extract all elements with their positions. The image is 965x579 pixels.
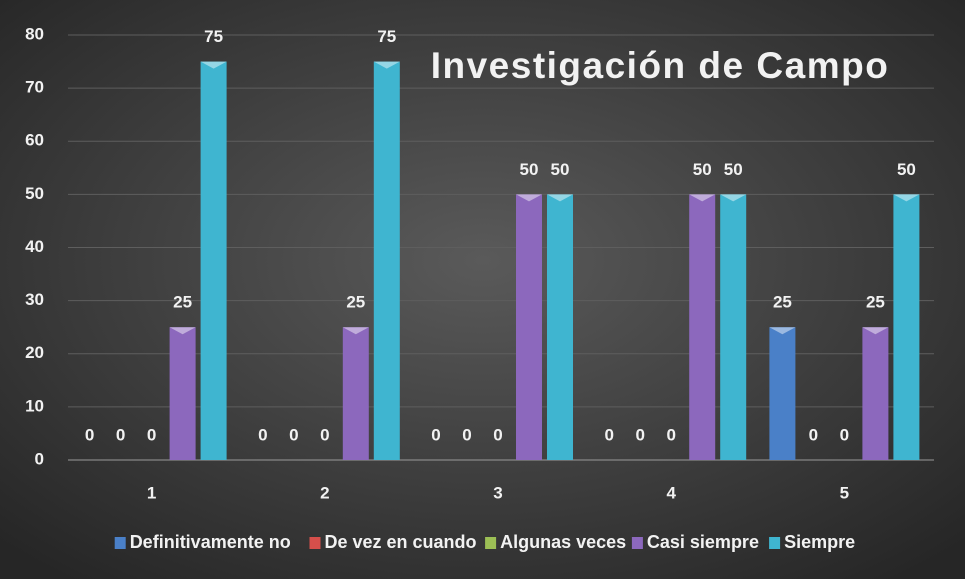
bar: [893, 194, 920, 460]
bar-cap: [200, 61, 227, 69]
legend-marker: [631, 537, 643, 549]
legend-marker: [485, 537, 497, 549]
value-label: 75: [204, 27, 223, 46]
y-tick-label: 50: [25, 184, 44, 203]
value-label: 50: [551, 160, 570, 179]
x-tick-label: 4: [666, 483, 676, 502]
value-label: 0: [320, 425, 329, 444]
value-label: 0: [809, 425, 818, 444]
legend-marker: [309, 537, 321, 549]
value-label: 25: [173, 293, 192, 312]
value-label: 0: [604, 425, 613, 444]
bar-cap: [516, 194, 542, 202]
legend-label: Algunas veces: [500, 532, 626, 552]
legend-label: De vez en cuando: [325, 532, 477, 552]
bar-cap: [342, 327, 369, 335]
value-label: 0: [116, 425, 125, 444]
value-label: 0: [840, 425, 849, 444]
x-tick-label: 2: [320, 483, 329, 502]
bar-cap: [689, 194, 716, 202]
bar: [342, 327, 369, 460]
value-label: 0: [666, 425, 675, 444]
y-tick-label: 60: [25, 131, 44, 150]
value-label: 50: [724, 160, 743, 179]
y-tick-label: 70: [25, 78, 44, 97]
y-tick-label: 0: [35, 449, 44, 468]
legend-marker: [769, 537, 781, 549]
value-label: 75: [377, 27, 396, 46]
y-tick-label: 20: [25, 343, 44, 362]
y-tick-label: 10: [25, 396, 44, 415]
bar: [547, 194, 573, 460]
bar-cap: [769, 327, 796, 335]
bar: [516, 194, 542, 460]
x-tick-label: 3: [493, 483, 502, 502]
x-tick-label: 1: [147, 483, 156, 502]
value-label: 0: [258, 425, 267, 444]
value-label: 0: [462, 425, 471, 444]
value-label: 50: [693, 160, 712, 179]
bar-cap: [547, 194, 573, 202]
bar: [689, 194, 716, 460]
legend-label: Siempre: [784, 532, 855, 552]
legend-label: Definitivamente no: [130, 532, 291, 552]
value-label: 0: [147, 425, 156, 444]
value-label: 0: [493, 425, 502, 444]
y-tick-label: 30: [25, 290, 44, 309]
value-label: 25: [866, 293, 885, 312]
bar: [373, 61, 400, 460]
bar: [720, 194, 747, 460]
value-label: 25: [773, 293, 792, 312]
value-label: 50: [520, 160, 539, 179]
y-tick-label: 40: [25, 237, 44, 256]
bar-cap: [893, 194, 920, 202]
value-label: 0: [635, 425, 644, 444]
legend-label: Casi siempre: [647, 532, 759, 552]
bar: [169, 327, 196, 460]
x-tick-label: 5: [840, 483, 849, 502]
bar-cap: [373, 61, 400, 69]
bar-cap: [720, 194, 747, 202]
value-label: 0: [431, 425, 440, 444]
value-label: 25: [346, 293, 365, 312]
bar: [200, 61, 227, 460]
bar: [862, 327, 889, 460]
y-tick-label: 80: [25, 24, 44, 43]
bar: [769, 327, 796, 460]
bar-cap: [862, 327, 889, 335]
bar-cap: [169, 327, 196, 335]
value-label: 0: [85, 425, 94, 444]
legend-marker: [114, 537, 126, 549]
value-label: 0: [289, 425, 298, 444]
value-label: 50: [897, 160, 916, 179]
chart-title: Investigación de Campo: [431, 45, 890, 86]
